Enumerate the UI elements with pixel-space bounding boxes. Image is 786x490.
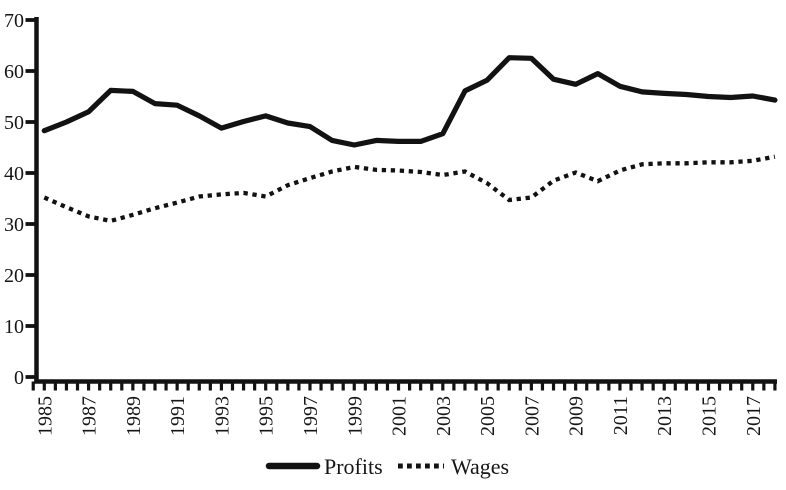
legend: Profits Wages	[265, 454, 509, 479]
legend-profits-label: Profits	[324, 454, 383, 479]
x-tick-label: 1987	[79, 396, 101, 436]
x-tick-label: 2013	[654, 396, 676, 436]
x-tick-label: 2009	[566, 396, 588, 436]
profits-series-line	[41, 55, 778, 148]
wages-series-line	[43, 154, 776, 224]
y-tick-label: 20	[4, 265, 24, 287]
x-tick-label: 2005	[477, 396, 499, 436]
y-tick-label: 50	[4, 112, 24, 134]
x-tick-label: 1995	[256, 396, 278, 436]
x-tick-label: 2017	[743, 396, 765, 436]
x-tick-label: 1993	[211, 396, 233, 436]
x-tick-label: 1999	[344, 396, 366, 436]
x-tick-label: 1991	[167, 396, 189, 436]
x-axis: 1985 1987 1989 1991 1993 1995 1997 1999 2001 2003…	[31, 379, 777, 436]
x-tick-label: 1985	[34, 396, 56, 436]
y-tick-label: 70	[4, 10, 24, 32]
x-tick-label: 1989	[123, 396, 145, 436]
legend-wages-label: Wages	[451, 454, 509, 479]
x-tick-label: 2003	[433, 396, 455, 436]
y-tick-label: 40	[4, 163, 24, 185]
y-tick-label: 30	[4, 214, 24, 236]
x-tick-label: 2001	[389, 396, 411, 436]
y-axis: 0 10 20 30 40 50 60 70	[4, 10, 39, 389]
y-tick-label: 10	[4, 316, 24, 338]
y-tick-label: 0	[14, 367, 24, 389]
x-tick-label: 2007	[521, 396, 543, 436]
y-tick-label: 60	[4, 61, 24, 83]
x-tick-label: 1997	[300, 396, 322, 436]
x-tick-label: 2011	[610, 396, 632, 435]
x-tick-label: 2015	[699, 396, 721, 436]
